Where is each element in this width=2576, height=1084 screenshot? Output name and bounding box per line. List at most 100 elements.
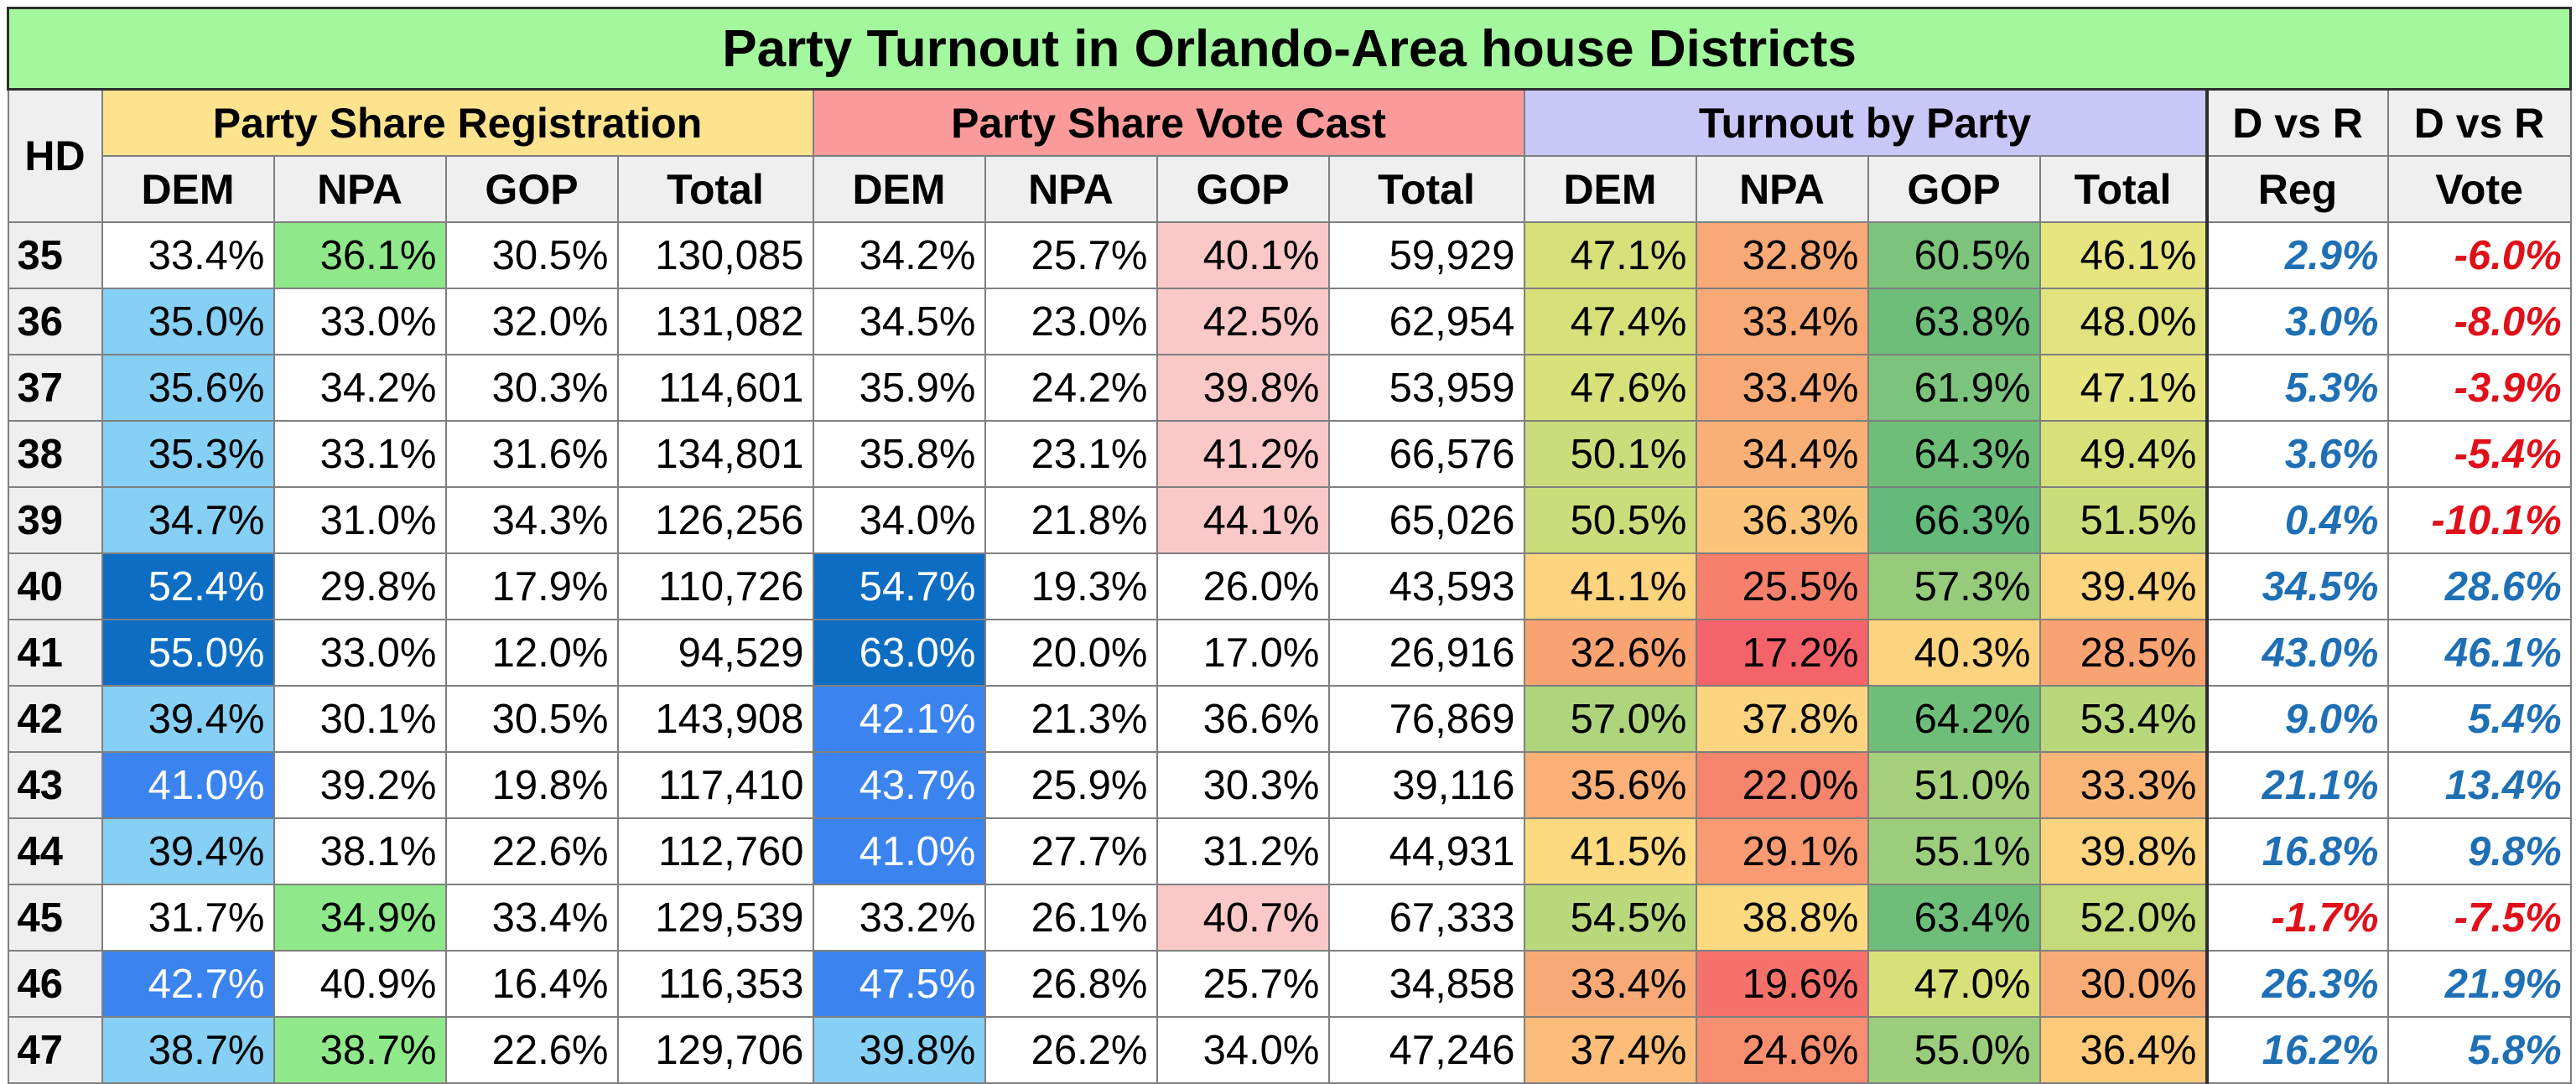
turnout-gop-cell: 57.3% [1867, 552, 2041, 620]
vote-total-cell: 39,116 [1327, 751, 1525, 819]
reg-total-cell: 131,082 [616, 288, 814, 355]
reg-total-cell: 129,706 [616, 1016, 814, 1084]
reg-dem-header: DEM [101, 155, 275, 223]
reg-dem-cell: 34.7% [101, 486, 275, 554]
vote-npa-cell: 26.8% [984, 950, 1158, 1018]
reg-total-cell: 114,601 [616, 354, 814, 422]
vote-dem-cell: 39.8% [812, 1016, 986, 1084]
reg-total-cell: 126,256 [616, 486, 814, 554]
vote-total-cell: 76,869 [1327, 685, 1525, 753]
turnout-gop-cell: 47.0% [1867, 950, 2041, 1018]
table-row: 43 41.0% 39.2% 19.8% 117,410 43.7% 25.9% 30.3% 3… [7, 751, 2572, 819]
vote-group-header: Party Share Vote Cast [812, 88, 1525, 157]
hd-cell: 47 [7, 1016, 103, 1084]
dvr-vote-cell: 9.8% [2386, 817, 2572, 885]
dvr-reg-cell: 21.1% [2205, 751, 2389, 819]
turnout-npa-cell: 29.1% [1695, 817, 1869, 885]
turnout-dem-cell: 37.4% [1523, 1016, 1697, 1084]
vote-gop-cell: 40.1% [1156, 221, 1330, 289]
vote-npa-cell: 25.7% [984, 221, 1158, 289]
dvr-vote-cell: -8.0% [2386, 288, 2572, 355]
turnout-gop-cell: 40.3% [1867, 619, 2041, 687]
vote-dem-header: DEM [812, 155, 986, 223]
vote-dem-cell: 54.7% [812, 552, 986, 620]
turnout-total-cell: 33.3% [2038, 751, 2208, 819]
vote-gop-cell: 17.0% [1156, 619, 1330, 687]
dvr-reg-cell: 2.9% [2205, 221, 2389, 289]
turnout-gop-cell: 61.9% [1867, 354, 2041, 422]
vote-total-cell: 53,959 [1327, 354, 1525, 422]
reg-total-cell: 94,529 [616, 619, 814, 687]
table-row: 40 52.4% 29.8% 17.9% 110,726 54.7% 19.3% 26.0% 4… [7, 552, 2572, 620]
vote-npa-cell: 21.8% [984, 486, 1158, 554]
reg-dem-cell: 39.4% [101, 685, 275, 753]
reg-total-cell: 116,353 [616, 950, 814, 1018]
reg-dem-cell: 39.4% [101, 817, 275, 885]
vote-gop-cell: 26.0% [1156, 552, 1330, 620]
table-row: 44 39.4% 38.1% 22.6% 112,760 41.0% 27.7% 31.2% 4… [7, 817, 2572, 885]
reg-total-cell: 117,410 [616, 751, 814, 819]
dvr-vote-cell: 5.4% [2386, 685, 2572, 753]
reg-total-header: Total [616, 155, 814, 223]
turnout-dem-cell: 47.4% [1523, 288, 1697, 355]
vote-total-header: Total [1327, 155, 1525, 223]
turnout-dem-cell: 50.5% [1523, 486, 1697, 554]
turnout-dem-cell: 50.1% [1523, 420, 1697, 488]
dvr-vote-cell: -10.1% [2386, 486, 2572, 554]
dvr-reg-cell: 5.3% [2205, 354, 2389, 422]
hd-cell: 37 [7, 354, 103, 422]
dvr-vote-cell: -7.5% [2386, 884, 2572, 952]
reg-gop-cell: 22.6% [444, 1016, 619, 1084]
reg-dem-cell: 41.0% [101, 751, 275, 819]
hd-cell: 41 [7, 619, 103, 687]
vote-npa-cell: 23.0% [984, 288, 1158, 355]
hd-cell: 38 [7, 420, 103, 488]
reg-total-cell: 130,085 [616, 221, 814, 289]
dvr-reg-cell: 3.0% [2205, 288, 2389, 355]
turnout-npa-header: NPA [1695, 155, 1869, 223]
turnout-gop-cell: 55.0% [1867, 1016, 2041, 1084]
dvr-reg-cell: -1.7% [2205, 884, 2389, 952]
reg-dem-cell: 33.4% [101, 221, 275, 289]
table-row: 37 35.6% 34.2% 30.3% 114,601 35.9% 24.2% 39.8% 5… [7, 354, 2572, 422]
turnout-npa-cell: 17.2% [1695, 619, 1869, 687]
reg-gop-cell: 16.4% [444, 950, 619, 1018]
reg-gop-cell: 30.3% [444, 354, 619, 422]
vote-npa-cell: 21.3% [984, 685, 1158, 753]
turnout-total-cell: 39.8% [2038, 817, 2208, 885]
dvr-reg-header-line2: Reg [2205, 155, 2389, 223]
turnout-gop-cell: 64.3% [1867, 420, 2041, 488]
vote-gop-cell: 34.0% [1156, 1016, 1330, 1084]
turnout-dem-cell: 41.5% [1523, 817, 1697, 885]
reg-gop-cell: 34.3% [444, 486, 619, 554]
hd-cell: 35 [7, 221, 103, 289]
turnout-npa-cell: 25.5% [1695, 552, 1869, 620]
turnout-npa-cell: 34.4% [1695, 420, 1869, 488]
vote-npa-cell: 20.0% [984, 619, 1158, 687]
vote-total-cell: 59,929 [1327, 221, 1525, 289]
dvr-reg-cell: 16.2% [2205, 1016, 2389, 1084]
reg-npa-cell: 40.9% [273, 950, 447, 1018]
turnout-dem-cell: 47.1% [1523, 221, 1697, 289]
reg-dem-cell: 55.0% [101, 619, 275, 687]
vote-dem-cell: 41.0% [812, 817, 986, 885]
reg-npa-cell: 30.1% [273, 685, 447, 753]
turnout-total-cell: 53.4% [2038, 685, 2208, 753]
vote-dem-cell: 47.5% [812, 950, 986, 1018]
hd-header: HD [7, 88, 103, 223]
dvr-reg-cell: 34.5% [2205, 552, 2389, 620]
turnout-npa-cell: 19.6% [1695, 950, 1869, 1018]
table-row: 39 34.7% 31.0% 34.3% 126,256 34.0% 21.8% 44.1% 6… [7, 486, 2572, 554]
dvr-vote-cell: 13.4% [2386, 751, 2572, 819]
vote-gop-cell: 30.3% [1156, 751, 1330, 819]
dvr-reg-cell: 43.0% [2205, 619, 2389, 687]
turnout-total-cell: 48.0% [2038, 288, 2208, 355]
table-row: 36 35.0% 33.0% 32.0% 131,082 34.5% 23.0% 42.5% 6… [7, 288, 2572, 355]
vote-total-cell: 66,576 [1327, 420, 1525, 488]
dvr-reg-cell: 16.8% [2205, 817, 2389, 885]
turnout-total-cell: 28.5% [2038, 619, 2208, 687]
reg-dem-cell: 35.0% [101, 288, 275, 355]
turnout-total-cell: 47.1% [2038, 354, 2208, 422]
reg-total-cell: 110,726 [616, 552, 814, 620]
vote-dem-cell: 35.8% [812, 420, 986, 488]
